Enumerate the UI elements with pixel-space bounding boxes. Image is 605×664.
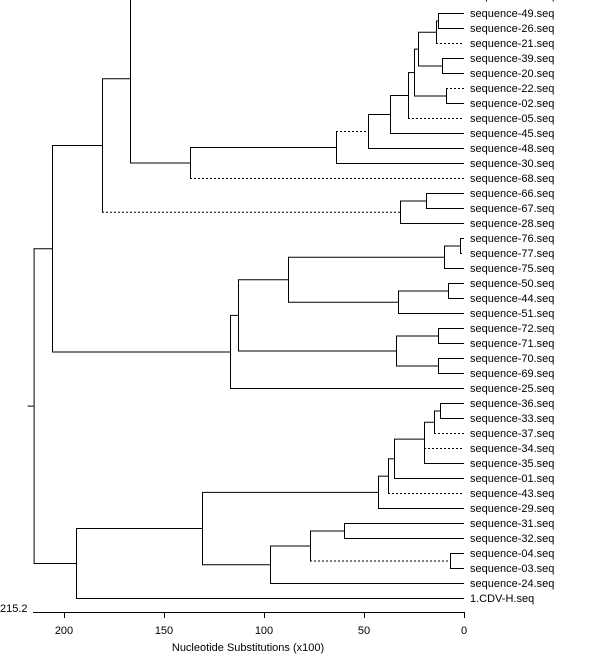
leaf-label: sequence-29.seq <box>470 503 554 515</box>
x-axis: 215.2 200 150 100 50 0 Nucleotide Substituti… <box>0 603 467 654</box>
leaf-label: sequence-26.seq <box>470 23 554 35</box>
leaf-label: sequence-76.seq <box>470 233 554 245</box>
leaf-label: sequence-77.seq <box>470 248 554 260</box>
leaf-label: sequence-03.seq <box>470 563 554 575</box>
leaf-label: sequence-71.seq <box>470 338 554 350</box>
leaf-labels: sequence-49.seq sequence-26.seq sequence-2… <box>470 0 554 605</box>
leaf-label: sequence-01.seq <box>470 473 554 485</box>
leaf-label: sequence-68.seq <box>470 173 554 185</box>
leaf-label: sequence-02.seq <box>470 98 554 110</box>
leaf-label: sequence-67.seq <box>470 203 554 215</box>
leaf-label: sequence-31.seq <box>470 518 554 530</box>
x-tick-label: 0 <box>461 625 467 637</box>
leaf-label: sequence-22.seq <box>470 83 554 95</box>
leaf-label: sequence-30.seq <box>470 158 554 170</box>
leaf-label: sequence-48.seq <box>470 143 554 155</box>
root-value-label: 215.2 <box>0 603 28 615</box>
leaf-label: sequence-70.seq <box>470 353 554 365</box>
leaf-label: sequence-25.seq <box>470 383 554 395</box>
leaf-label: sequence-45.seq <box>470 128 554 140</box>
leaf-label: sequence-39.seq <box>470 53 554 65</box>
leaf-label: sequence-24.seq <box>470 578 554 590</box>
x-axis-ticks: 200 150 100 50 0 <box>55 612 467 637</box>
tree-branches <box>27 0 464 599</box>
x-tick-label: 150 <box>155 625 173 637</box>
leaf-label: 1.CDV-H.seq <box>470 593 534 605</box>
leaf-label: sequence-44.seq <box>470 293 554 305</box>
leaf-label: sequence-69.seq <box>470 368 554 380</box>
leaf-label: sequence-43.seq <box>470 488 554 500</box>
leaf-label: sequence-75.seq <box>470 263 554 275</box>
leaf-label: sequence-28.seq <box>470 218 554 230</box>
leaf-label: sequence-49.seq <box>470 8 554 20</box>
x-tick-label: 200 <box>55 625 73 637</box>
leaf-label: sequence-35.seq <box>470 458 554 470</box>
x-tick-label: 100 <box>255 625 273 637</box>
leaf-label: sequence-20.seq <box>470 68 554 80</box>
x-tick-label: 50 <box>358 625 370 637</box>
leaf-label: sequence-66.seq <box>470 188 554 200</box>
leaf-label: sequence-05.seq <box>470 113 554 125</box>
x-axis-title: Nucleotide Substitutions (x100) <box>172 642 324 654</box>
leaf-label: sequence-50.seq <box>470 278 554 290</box>
leaf-label: sequence-33.seq <box>470 413 554 425</box>
leaf-label: sequence-32.seq <box>470 533 554 545</box>
leaf-label: sequence-37.seq <box>470 428 554 440</box>
leaf-label-cut: sequence-68.seq <box>470 0 554 2</box>
leaf-label: sequence-21.seq <box>470 38 554 50</box>
leaf-label: sequence-72.seq <box>470 323 554 335</box>
leaf-label: sequence-04.seq <box>470 548 554 560</box>
leaf-label: sequence-34.seq <box>470 443 554 455</box>
leaf-label: sequence-36.seq <box>470 398 554 410</box>
leaf-label: sequence-51.seq <box>470 308 554 320</box>
